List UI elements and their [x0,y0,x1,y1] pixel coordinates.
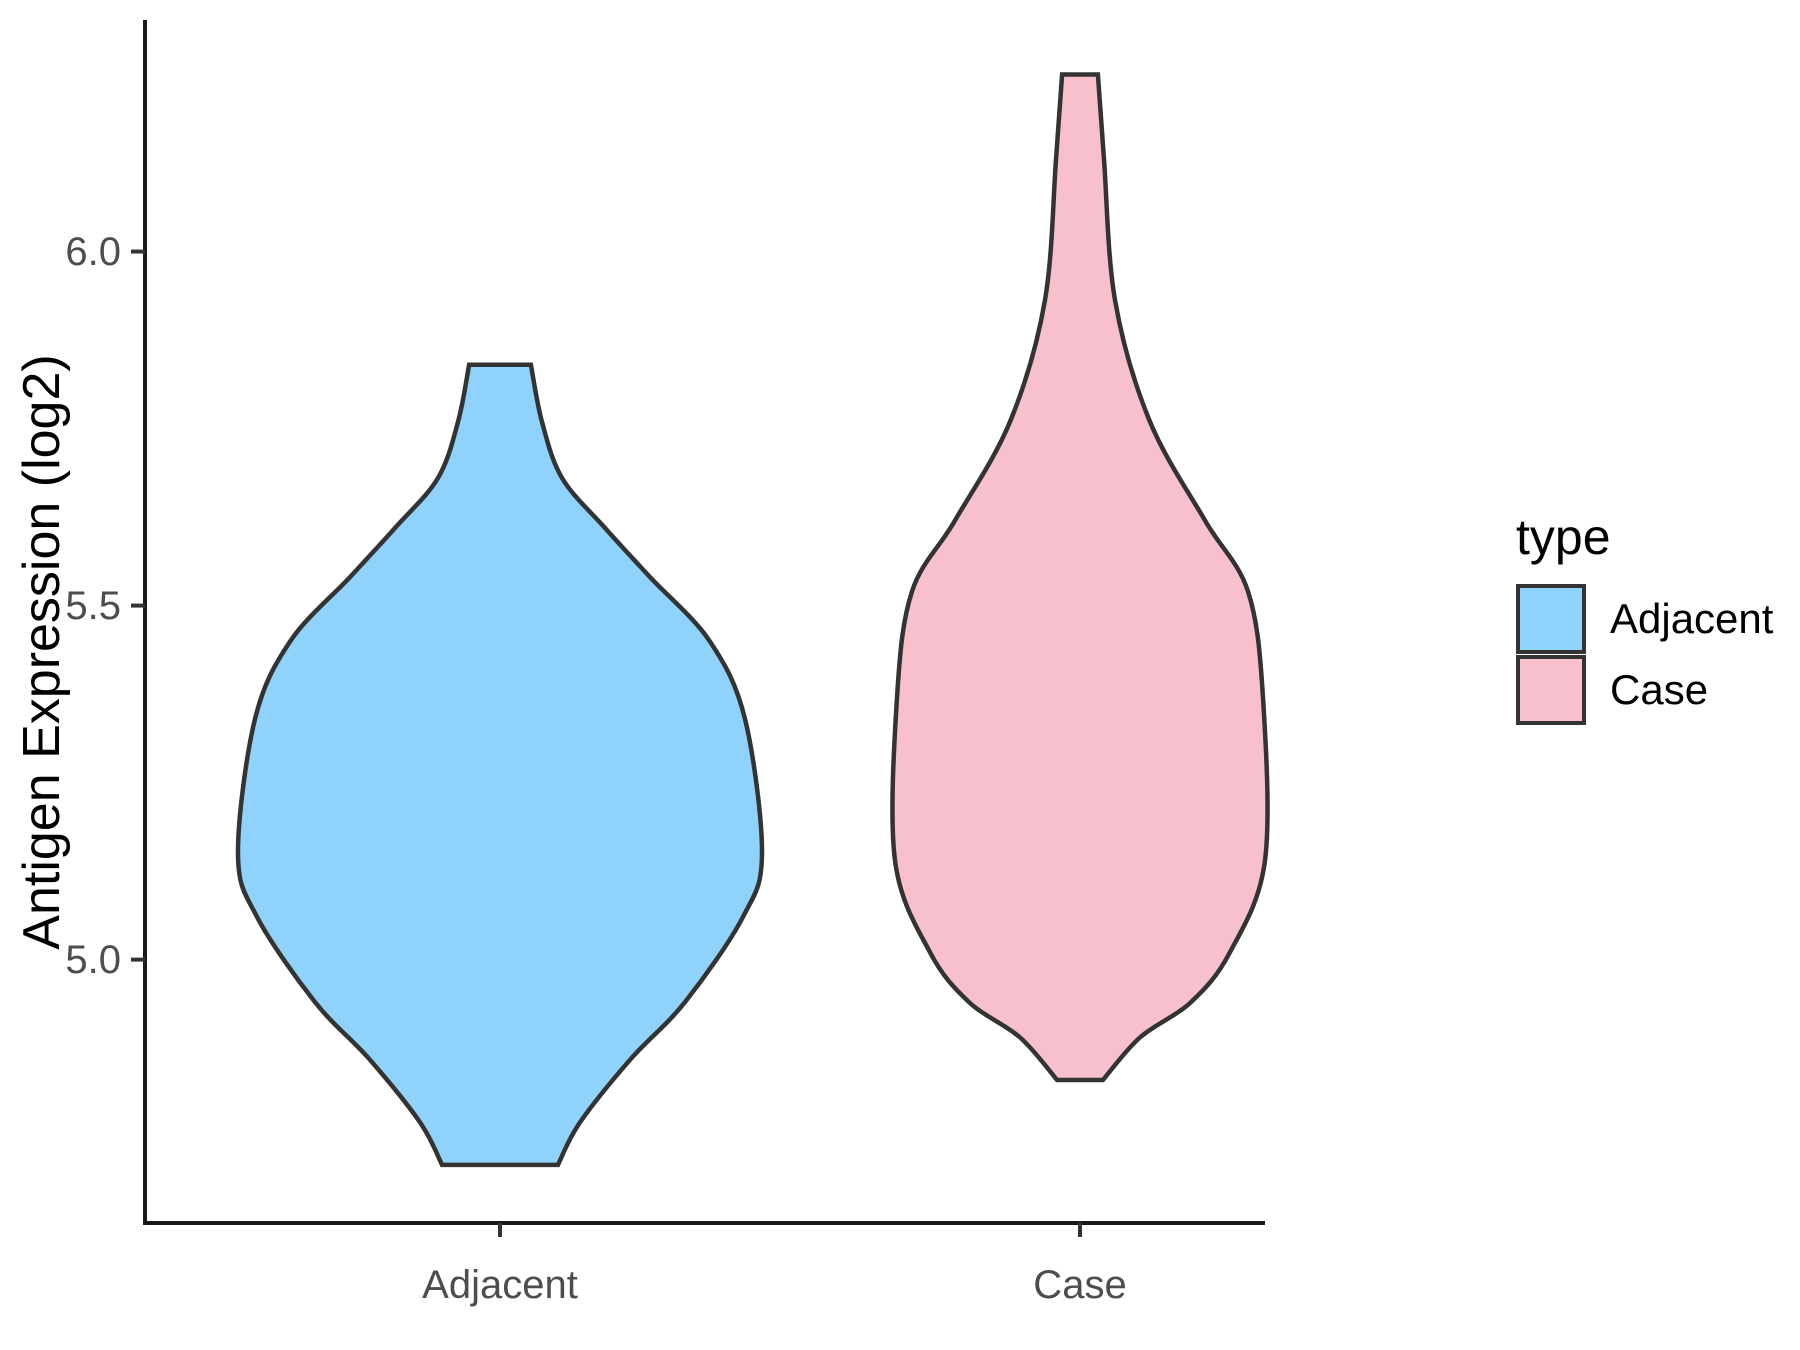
y-tick-label: 5.0 [65,937,121,982]
legend-label-adjacent: Adjacent [1610,595,1774,642]
legend-label-case: Case [1610,666,1709,713]
legend-item-adjacent: Adjacent [1516,584,1773,654]
y-tick-label: 5.5 [65,583,121,628]
axis-lines [143,20,1265,1225]
x-tick-label-adjacent: Adjacent [422,1263,578,1307]
legend: type Adjacent Case [1516,509,1773,726]
legend-title: type [1516,509,1611,565]
violins [235,72,1270,1168]
axis-tick-marks [131,249,1082,1237]
legend-swatch-case [1516,655,1586,725]
axis-line [143,20,1265,1225]
y-tick-label: 6.0 [65,229,121,274]
legend-swatch-adjacent [1516,584,1586,654]
x-tick-label-case: Case [1033,1263,1127,1307]
legend-item-case: Case [1516,655,1708,725]
y-axis-title: Antigen Expression (log2) [13,354,71,950]
violin-case [890,72,1270,1083]
violin-adjacent [235,362,765,1168]
